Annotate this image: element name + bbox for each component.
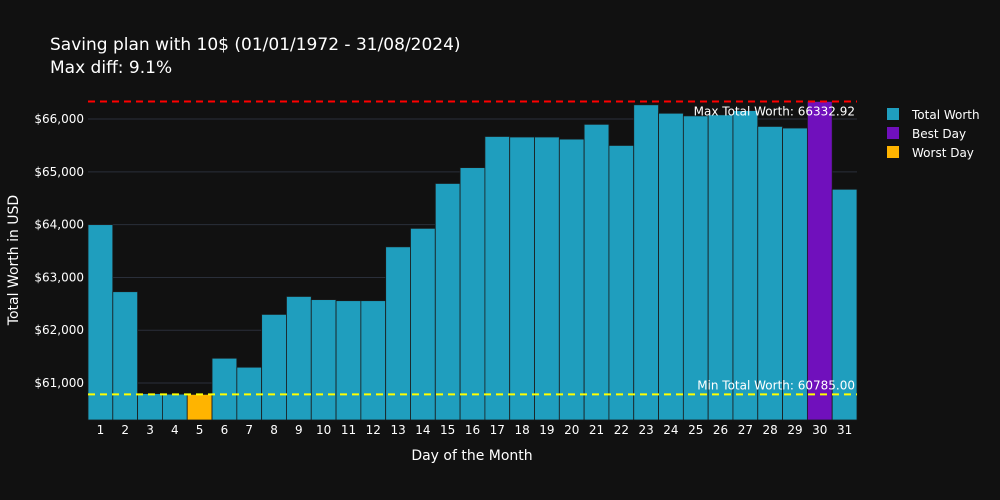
x-tick-label: 3 — [146, 423, 154, 437]
x-axis-title: Day of the Month — [411, 448, 532, 464]
chart-subtitle: Max diff: 9.1% — [50, 58, 172, 78]
bar — [658, 112, 684, 421]
bar — [707, 114, 734, 421]
x-tick-label: 9 — [295, 423, 303, 437]
y-tick-label: $61,000 — [34, 376, 84, 390]
reference-lines — [88, 100, 857, 396]
min-line-label: Min Total Worth: 60785.00 — [697, 378, 855, 392]
x-tick-label: 15 — [440, 423, 455, 437]
x-tick-label: 8 — [270, 423, 278, 437]
x-tick-label: 16 — [465, 423, 480, 437]
bar — [360, 300, 387, 421]
x-tick-label: 27 — [738, 423, 753, 437]
y-tick-label: $66,000 — [34, 112, 84, 126]
x-tick-label: 14 — [415, 423, 430, 437]
bar — [633, 104, 659, 421]
x-tick-label: 5 — [196, 423, 204, 437]
y-axis-ticks: $61,000 $62,000 $63,000 $64,000 $65,000 $66,0… — [34, 112, 84, 390]
x-tick-label: 28 — [763, 423, 778, 437]
bar — [459, 167, 486, 421]
x-tick-label: 11 — [341, 423, 356, 437]
legend-swatch-worst-day[interactable] — [887, 146, 899, 158]
bar — [335, 300, 362, 421]
bar — [186, 393, 213, 421]
x-tick-label: 25 — [688, 423, 703, 437]
x-tick-label: 23 — [639, 423, 654, 437]
bar — [682, 115, 709, 421]
x-tick-label: 10 — [316, 423, 331, 437]
bar — [286, 296, 312, 421]
bar — [434, 183, 461, 421]
x-tick-label: 21 — [589, 423, 604, 437]
bar — [831, 188, 858, 421]
bar — [534, 136, 560, 421]
x-tick-label: 19 — [539, 423, 554, 437]
y-tick-label: $65,000 — [34, 165, 84, 179]
x-tick-label: 31 — [837, 423, 852, 437]
bar — [261, 313, 287, 421]
legend-swatch-total-worth[interactable] — [887, 108, 899, 120]
x-tick-label: 29 — [787, 423, 802, 437]
bars — [87, 101, 858, 421]
bar — [87, 224, 114, 421]
x-tick-label: 6 — [221, 423, 229, 437]
legend-label-best-day[interactable]: Best Day — [912, 127, 966, 141]
x-tick-label: 18 — [514, 423, 529, 437]
x-tick-label: 4 — [171, 423, 179, 437]
x-tick-label: 12 — [366, 423, 381, 437]
bar — [137, 393, 163, 421]
bar — [757, 126, 783, 421]
bar — [558, 138, 585, 421]
legend-label-total-worth[interactable]: Total Worth — [911, 108, 980, 122]
y-tick-label: $62,000 — [34, 323, 84, 337]
x-tick-label: 26 — [713, 423, 728, 437]
bar — [608, 145, 635, 421]
x-tick-label: 24 — [663, 423, 678, 437]
x-tick-label: 22 — [614, 423, 629, 437]
max-line-label: Max Total Worth: 66332.92 — [694, 104, 855, 118]
x-tick-label: 30 — [812, 423, 827, 437]
bar — [112, 291, 139, 421]
x-tick-label: 17 — [490, 423, 505, 437]
bar — [211, 357, 238, 421]
x-tick-label: 1 — [97, 423, 105, 437]
bar — [162, 393, 188, 421]
chart-title: Saving plan with 10$ (01/01/1972 - 31/08… — [50, 35, 461, 55]
y-tick-label: $64,000 — [34, 218, 84, 232]
bar — [782, 127, 808, 421]
bar — [484, 136, 511, 421]
bar — [410, 227, 436, 421]
x-tick-label: 7 — [245, 423, 253, 437]
legend-swatch-best-day[interactable] — [887, 127, 899, 139]
bar — [732, 110, 759, 421]
bar — [509, 136, 535, 421]
bar — [583, 123, 610, 421]
legend-label-worst-day[interactable]: Worst Day — [912, 146, 974, 160]
x-tick-label: 2 — [121, 423, 129, 437]
x-tick-label: 13 — [390, 423, 405, 437]
legend: Total Worth Best Day Worst Day — [887, 108, 980, 160]
x-tick-label: 20 — [564, 423, 579, 437]
bar — [310, 299, 337, 421]
y-tick-label: $63,000 — [34, 270, 84, 284]
y-axis-title: Total Worth in USD — [6, 195, 22, 326]
bar — [806, 101, 833, 421]
x-axis-ticks: 1 2 3 4 5 6 7 8 9 10 11 12 13 14 15 16 17 18 19 20 21 22 23 24 2… — [97, 423, 853, 437]
